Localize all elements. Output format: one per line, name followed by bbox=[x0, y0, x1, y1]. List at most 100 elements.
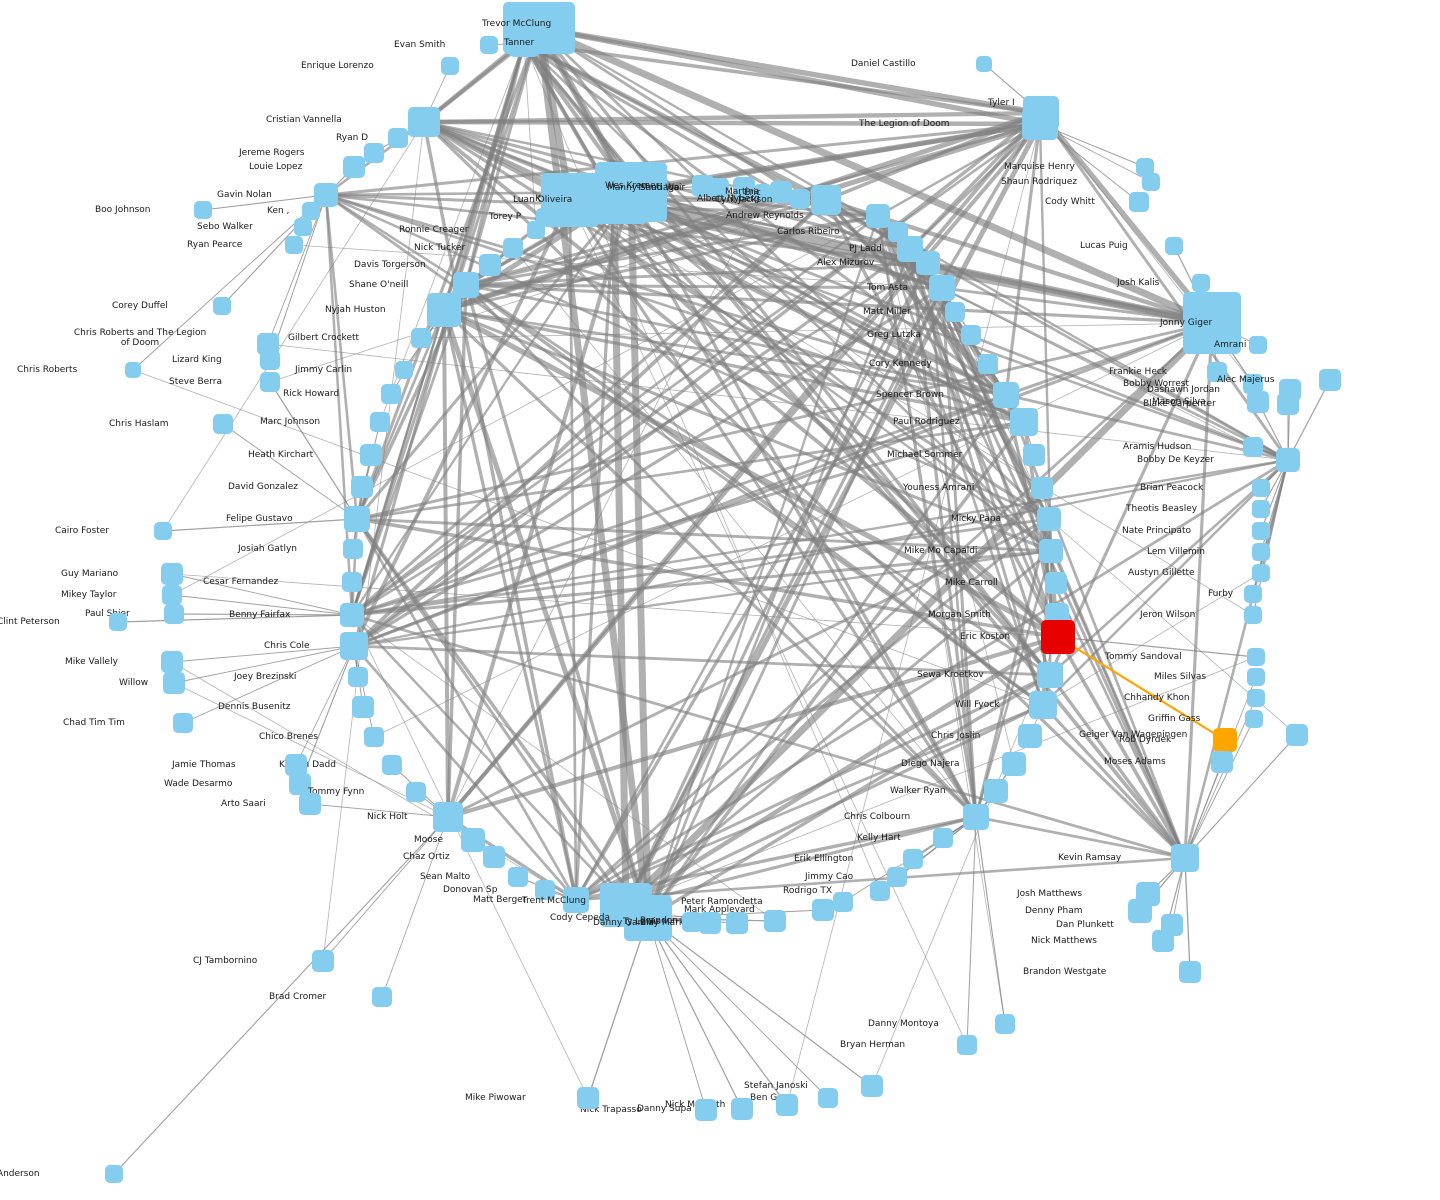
graph-node[interactable] bbox=[427, 293, 461, 327]
graph-node[interactable] bbox=[1252, 564, 1270, 582]
graph-node[interactable] bbox=[1165, 237, 1183, 255]
graph-node[interactable] bbox=[508, 867, 528, 887]
graph-node[interactable] bbox=[1183, 292, 1241, 354]
graph-node[interactable] bbox=[1247, 648, 1265, 666]
graph-node[interactable] bbox=[1252, 479, 1270, 497]
graph-node[interactable] bbox=[348, 667, 368, 687]
graph-node[interactable] bbox=[695, 1099, 717, 1121]
graph-node[interactable] bbox=[408, 107, 440, 137]
graph-node[interactable] bbox=[163, 672, 185, 694]
graph-node[interactable] bbox=[993, 382, 1019, 408]
graph-node[interactable] bbox=[1319, 369, 1341, 391]
graph-node[interactable] bbox=[1245, 710, 1263, 728]
graph-node[interactable] bbox=[1128, 899, 1152, 923]
graph-node[interactable] bbox=[692, 175, 714, 197]
graph-node[interactable] bbox=[161, 651, 183, 673]
graph-node[interactable] bbox=[577, 1087, 599, 1109]
graph-node[interactable] bbox=[433, 802, 463, 832]
graph-node[interactable] bbox=[1010, 408, 1038, 436]
graph-node[interactable] bbox=[352, 696, 374, 718]
graph-node[interactable] bbox=[1252, 543, 1270, 561]
graph-node[interactable] bbox=[257, 333, 279, 355]
graph-node[interactable] bbox=[1244, 585, 1262, 603]
graph-node[interactable] bbox=[978, 354, 998, 374]
graph-node[interactable] bbox=[984, 779, 1008, 803]
graph-node[interactable] bbox=[364, 143, 384, 163]
graph-node[interactable] bbox=[1029, 691, 1057, 719]
graph-node[interactable] bbox=[1018, 724, 1042, 748]
graph-node[interactable] bbox=[861, 1075, 883, 1097]
graph-node[interactable] bbox=[406, 782, 426, 802]
graph-node[interactable] bbox=[527, 221, 545, 239]
graph-node[interactable] bbox=[161, 563, 183, 585]
graph-node[interactable] bbox=[360, 444, 382, 466]
graph-node[interactable] bbox=[624, 895, 672, 941]
graph-node[interactable] bbox=[1277, 393, 1299, 415]
graph-node[interactable] bbox=[1022, 108, 1058, 140]
graph-node[interactable] bbox=[995, 1014, 1015, 1034]
graph-node[interactable] bbox=[770, 181, 792, 203]
graph-node[interactable] bbox=[1179, 961, 1201, 983]
graph-node[interactable] bbox=[1286, 724, 1308, 746]
graph-node[interactable] bbox=[1192, 274, 1210, 292]
graph-node[interactable] bbox=[260, 372, 280, 392]
graph-node[interactable] bbox=[441, 57, 459, 75]
graph-node[interactable] bbox=[285, 236, 303, 254]
graph-node[interactable] bbox=[1037, 507, 1061, 531]
graph-node[interactable] bbox=[833, 892, 853, 912]
graph-node[interactable] bbox=[213, 414, 233, 434]
graph-node[interactable] bbox=[1211, 751, 1233, 773]
graph-node[interactable] bbox=[726, 912, 748, 934]
graph-node[interactable] bbox=[483, 846, 505, 868]
graph-node[interactable] bbox=[154, 522, 172, 540]
graph-node[interactable] bbox=[812, 899, 834, 921]
graph-node[interactable] bbox=[1249, 336, 1267, 354]
graph-node[interactable] bbox=[260, 350, 280, 370]
graph-node[interactable] bbox=[963, 804, 989, 830]
graph-node[interactable] bbox=[976, 56, 992, 72]
graph-node[interactable] bbox=[1037, 662, 1063, 688]
graph-node[interactable] bbox=[1207, 362, 1227, 382]
graph-node[interactable] bbox=[343, 539, 363, 559]
graph-node[interactable] bbox=[811, 185, 841, 215]
graph-node[interactable] bbox=[1136, 158, 1154, 176]
graph-node[interactable] bbox=[754, 184, 772, 202]
graph-node[interactable] bbox=[411, 328, 431, 348]
graph-node[interactable] bbox=[945, 302, 965, 322]
graph-node[interactable] bbox=[340, 632, 368, 660]
graph-node[interactable] bbox=[1247, 689, 1265, 707]
graph-node[interactable] bbox=[1031, 477, 1053, 499]
graph-node[interactable] bbox=[503, 238, 523, 258]
graph-node[interactable] bbox=[340, 603, 364, 627]
graph-node[interactable] bbox=[342, 572, 362, 592]
graph-node[interactable] bbox=[961, 325, 981, 345]
graph-node[interactable] bbox=[381, 384, 401, 404]
graph-node[interactable] bbox=[1244, 606, 1262, 624]
graph-node[interactable] bbox=[372, 987, 392, 1007]
graph-node[interactable] bbox=[480, 36, 498, 54]
graph-node[interactable] bbox=[105, 1165, 123, 1183]
graph-node[interactable] bbox=[509, 29, 539, 57]
graph-node[interactable] bbox=[1129, 192, 1149, 212]
graph-node[interactable] bbox=[733, 177, 755, 199]
graph-node[interactable] bbox=[563, 887, 589, 913]
graph-node[interactable] bbox=[1243, 437, 1263, 457]
graph-node[interactable] bbox=[1023, 444, 1045, 466]
graph-node[interactable] bbox=[173, 713, 193, 733]
graph-node[interactable] bbox=[790, 189, 810, 209]
graph-node[interactable] bbox=[109, 613, 127, 631]
graph-node[interactable] bbox=[213, 297, 231, 315]
graph-node[interactable] bbox=[866, 204, 890, 228]
graph-node[interactable] bbox=[1152, 930, 1174, 952]
graph-node[interactable] bbox=[916, 251, 940, 275]
graph-node[interactable] bbox=[285, 754, 307, 776]
graph-node[interactable] bbox=[903, 849, 923, 869]
graph-node[interactable] bbox=[764, 910, 786, 932]
graph-node[interactable] bbox=[344, 506, 370, 532]
graph-node[interactable] bbox=[1171, 844, 1199, 872]
graph-node[interactable] bbox=[1252, 500, 1270, 518]
graph-node[interactable] bbox=[731, 1098, 753, 1120]
graph-node[interactable] bbox=[1247, 668, 1265, 686]
graph-node[interactable] bbox=[1243, 374, 1263, 394]
